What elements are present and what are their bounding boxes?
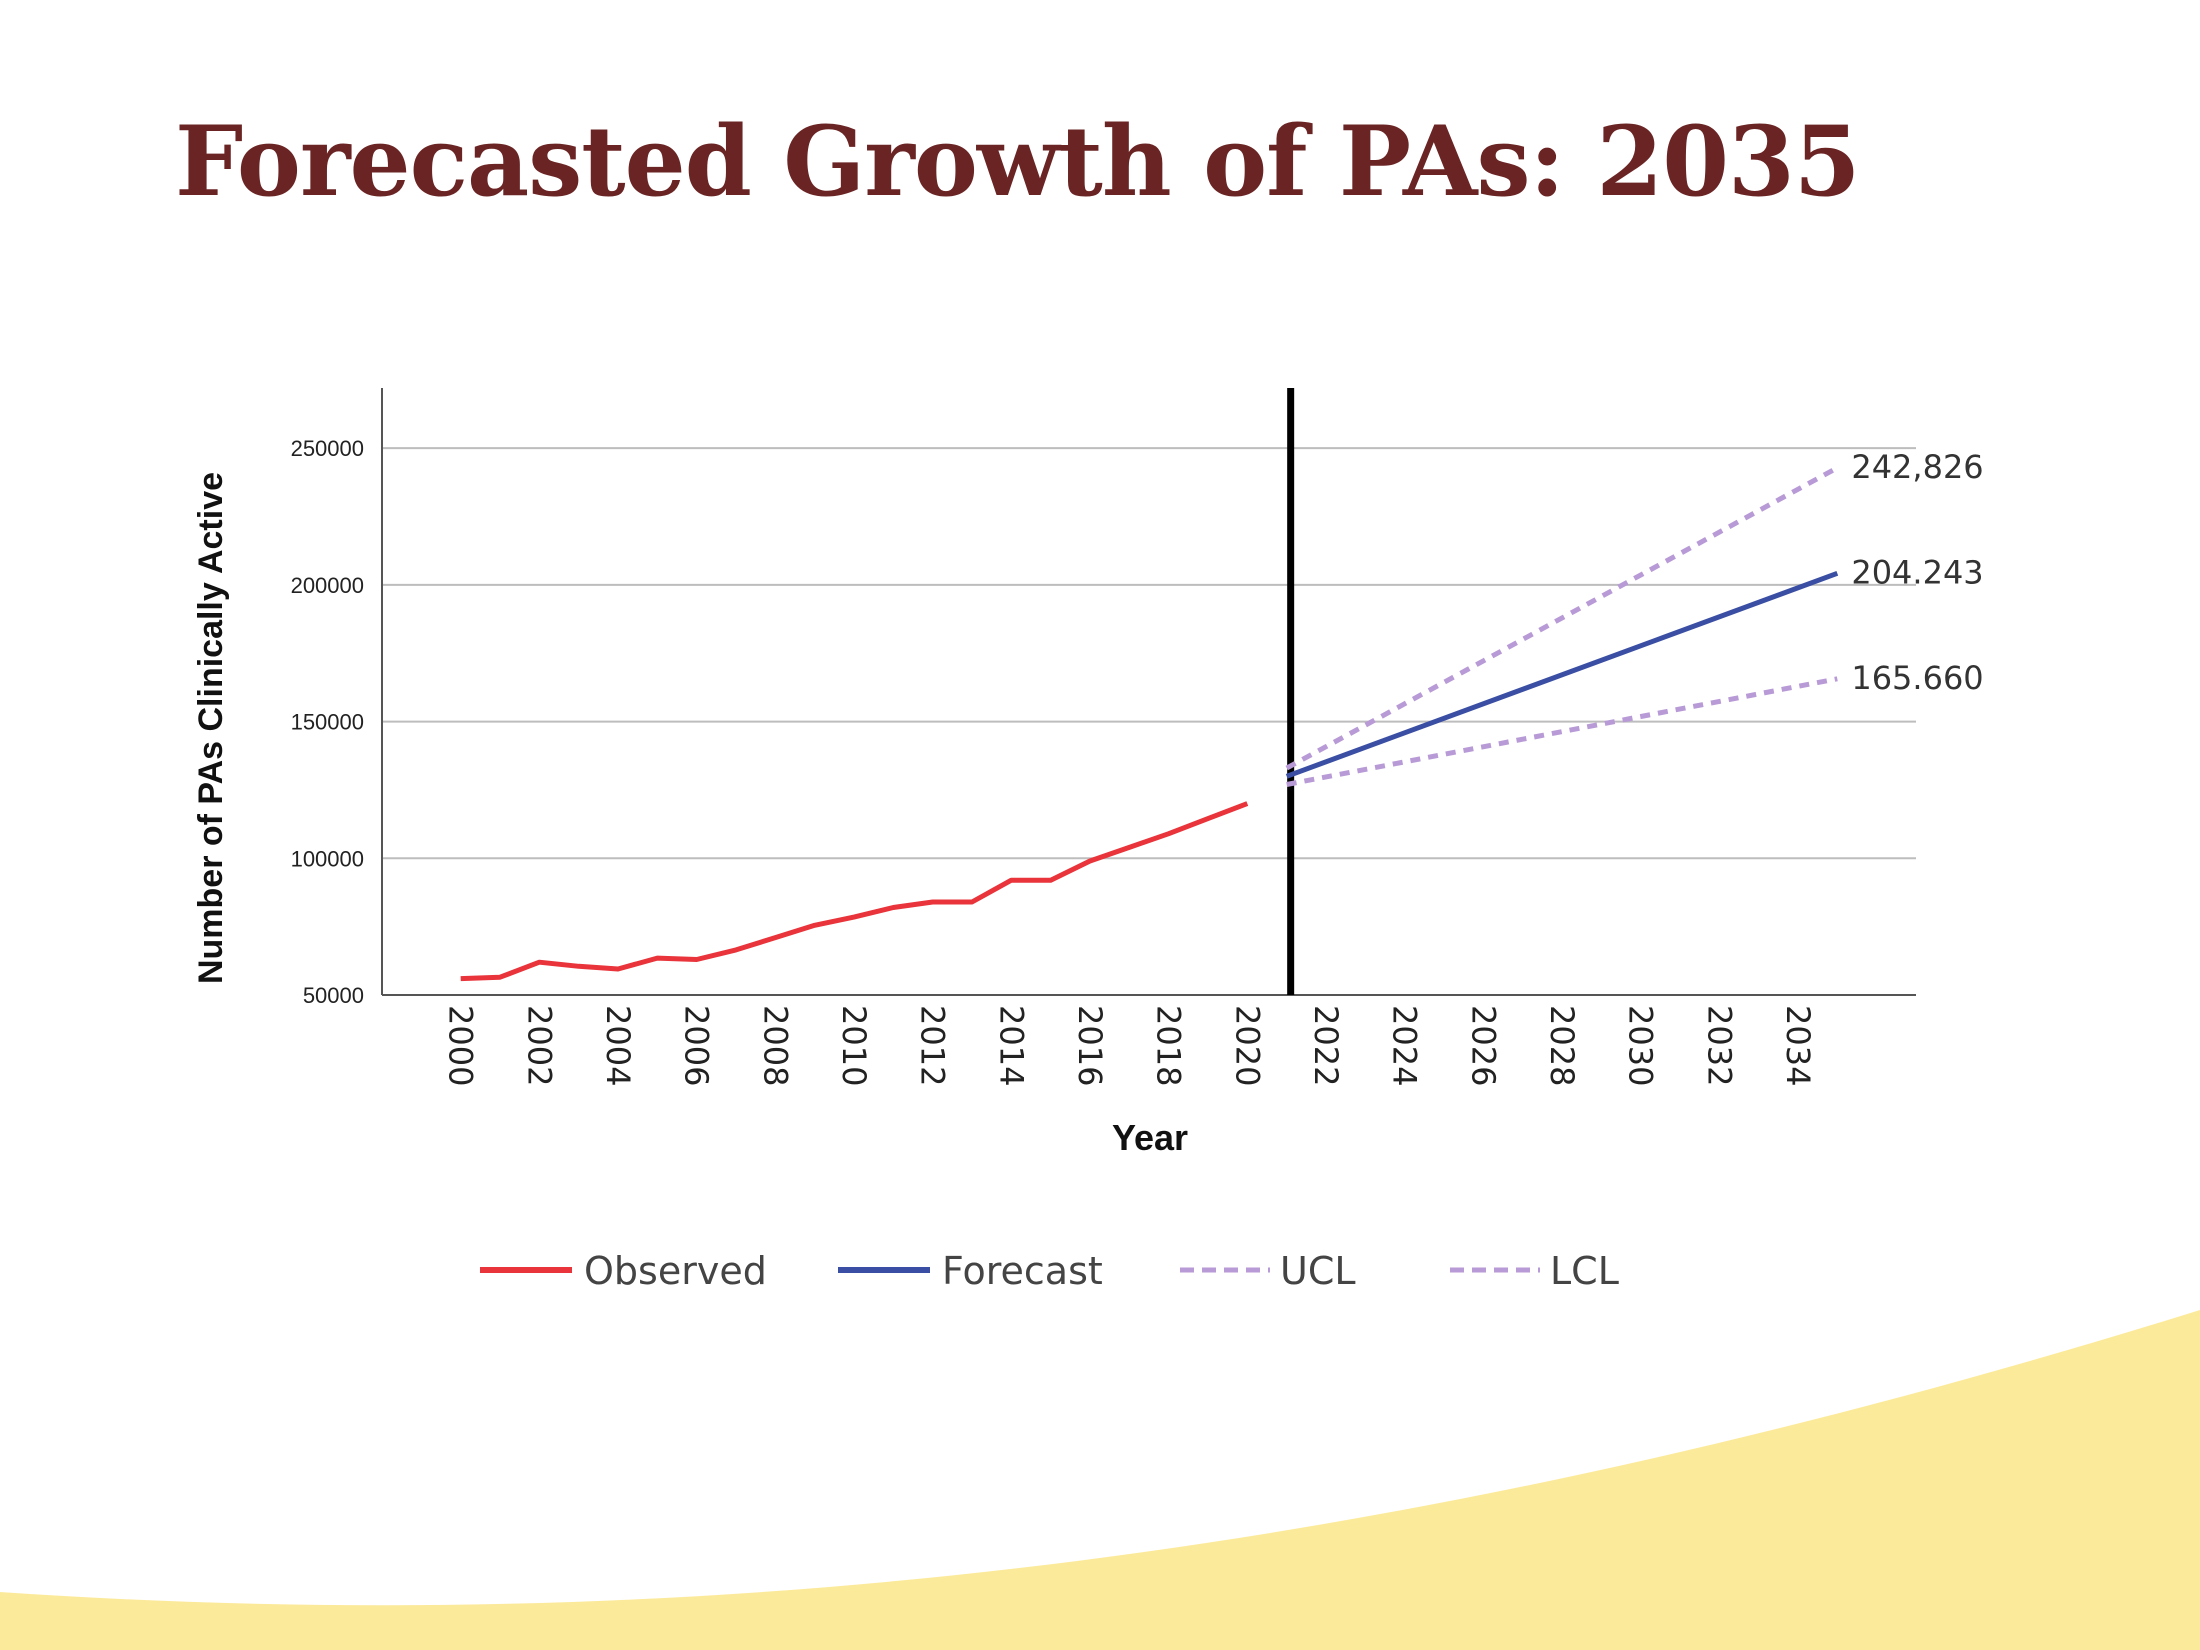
legend-label: UCL — [1280, 1249, 1356, 1293]
y-tick-label: 50000 — [303, 983, 364, 1008]
x-axis-title: Year — [1112, 1117, 1188, 1158]
x-tick-label: 2000 — [442, 1005, 480, 1086]
grid-lines — [382, 447, 1916, 860]
end-value-label: 204.243 — [1851, 553, 1983, 591]
end-value-label: 242,826 — [1851, 448, 1983, 486]
y-tick-label: 200000 — [291, 573, 364, 598]
x-tick-label: 2026 — [1464, 1005, 1502, 1086]
x-tick-label: 2034 — [1779, 1005, 1817, 1086]
series-line-forecast — [1285, 570, 1839, 779]
legend-label: Forecast — [942, 1249, 1103, 1293]
series-line-lcl — [1286, 676, 1838, 787]
x-tick-label: 2012 — [914, 1005, 952, 1086]
end-value-label: 165.660 — [1851, 659, 1983, 697]
y-axis-title: Number of PAs Clinically Active — [192, 472, 230, 984]
legend-label: Observed — [584, 1249, 767, 1293]
y-tick-label: 250000 — [291, 436, 364, 461]
series-line-ucl — [1285, 465, 1839, 771]
chart-axes — [381, 388, 1916, 996]
x-tick-label: 2018 — [1150, 1005, 1188, 1086]
x-tick-label: 2008 — [756, 1005, 794, 1086]
x-tick-label: 2016 — [1071, 1005, 1109, 1086]
x-tick-label: 2022 — [1307, 1005, 1345, 1086]
slide-title: Forecasted Growth of PAs: 2035 — [175, 105, 1861, 218]
chart-legend: Observed Forecast UCL LCL — [480, 1249, 1619, 1293]
series-lines — [460, 465, 1839, 982]
x-tick-label: 2014 — [992, 1005, 1030, 1086]
legend-label: LCL — [1550, 1249, 1619, 1293]
y-axis-ticks: 50000 100000 150000 200000 250000 — [291, 436, 364, 1008]
x-tick-label: 2030 — [1622, 1005, 1660, 1086]
x-axis-ticks: 2000 2002 2004 2006 2008 2010 2012 2014 2016 2018… — [442, 1005, 1817, 1086]
end-value-labels: 242,826 204.243 165.660 — [1851, 448, 1983, 697]
y-tick-label: 100000 — [291, 846, 364, 871]
x-tick-label: 2006 — [678, 1005, 716, 1086]
series-line-observed — [460, 801, 1249, 982]
y-tick-label: 150000 — [291, 710, 364, 735]
x-tick-label: 2020 — [1228, 1005, 1266, 1086]
x-tick-label: 2024 — [1386, 1005, 1424, 1086]
x-tick-label: 2028 — [1543, 1005, 1581, 1086]
x-tick-label: 2010 — [835, 1005, 873, 1086]
x-tick-label: 2032 — [1700, 1005, 1738, 1086]
x-tick-label: 2004 — [599, 1005, 637, 1086]
x-tick-label: 2002 — [520, 1005, 558, 1086]
